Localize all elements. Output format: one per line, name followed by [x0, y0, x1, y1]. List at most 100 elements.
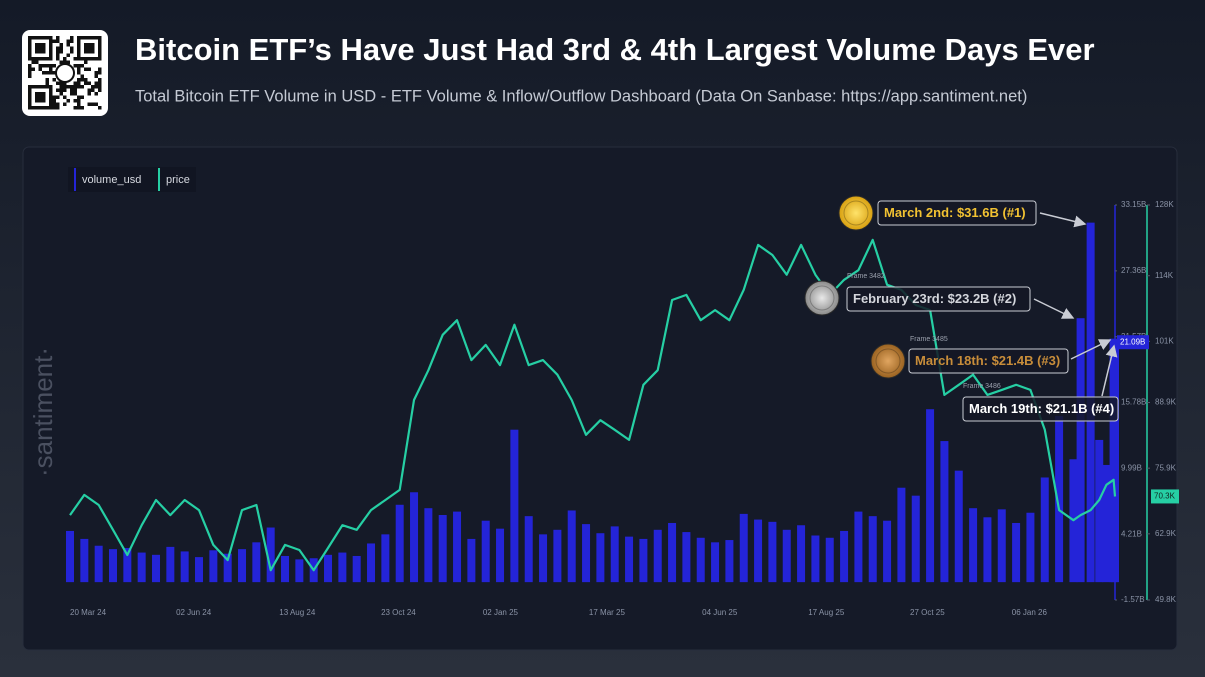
- qr-cell: [91, 85, 95, 89]
- qr-cell: [28, 64, 32, 68]
- bar: [840, 530, 849, 583]
- qr-cell: [80, 78, 84, 82]
- bar: [639, 538, 648, 583]
- bar: [754, 519, 763, 583]
- qr-cell: [31, 67, 35, 71]
- bar: [152, 554, 161, 583]
- bar: [926, 409, 935, 583]
- y2-tick-label: 114K: [1155, 271, 1174, 280]
- qr-cell: [66, 60, 70, 64]
- medal: [870, 343, 906, 379]
- qr-cell: [73, 88, 77, 92]
- x-tick-label: 20 Mar 24: [70, 608, 107, 617]
- qr-cell: [84, 81, 88, 85]
- bar: [582, 524, 591, 583]
- bar: [1095, 439, 1104, 583]
- qr-cell: [49, 67, 53, 71]
- annotation-box: [908, 348, 1069, 374]
- bar: [1055, 416, 1064, 583]
- qr-cell: [98, 81, 102, 85]
- qr-cell: [91, 88, 95, 92]
- qr-cell: [59, 46, 63, 50]
- qr-cell: [66, 39, 70, 43]
- qr-cell: [80, 64, 84, 68]
- last-value-label: 21.09B: [1120, 337, 1145, 346]
- qr-cell: [56, 46, 60, 50]
- qr-cell: [94, 85, 98, 89]
- qr-finder: [35, 43, 46, 54]
- bar: [811, 535, 820, 583]
- qr-cell: [84, 67, 88, 71]
- qr-cell: [63, 95, 67, 99]
- bar: [711, 542, 720, 583]
- qr-cell: [66, 85, 70, 89]
- medal-rim: [843, 200, 869, 226]
- qr-cell: [77, 85, 81, 89]
- qr-cell: [77, 102, 81, 106]
- qr-cell: [87, 92, 91, 96]
- qr-cell: [56, 106, 60, 110]
- qr-cell: [52, 78, 56, 82]
- qr-cell: [56, 53, 60, 57]
- medal: [838, 195, 874, 231]
- last-value-tag: [1117, 335, 1149, 350]
- bar: [266, 527, 275, 583]
- qr-cell: [87, 67, 91, 71]
- bar: [997, 509, 1006, 583]
- qr-finder: [84, 43, 95, 54]
- qr-cell: [63, 57, 67, 61]
- qr-cell: [98, 106, 102, 110]
- annotation-text: March 19th: $21.1B (#4): [969, 401, 1114, 416]
- qr-cell: [56, 57, 60, 61]
- qr-cell: [70, 50, 74, 54]
- bar: [539, 534, 548, 583]
- bar: [897, 487, 906, 583]
- qr-cell: [84, 60, 88, 64]
- qr-cell: [59, 92, 63, 96]
- bar: [553, 529, 562, 583]
- qr-cell: [28, 67, 32, 71]
- qr-cell: [52, 99, 56, 103]
- qr-cell: [45, 71, 49, 75]
- bar: [854, 511, 863, 583]
- bar: [983, 517, 992, 583]
- medal-rim: [809, 285, 835, 311]
- bar: [453, 511, 462, 583]
- qr-cell: [38, 67, 42, 71]
- qr-cell: [63, 88, 67, 92]
- qr-cell: [94, 74, 98, 78]
- y2-tick-label: 101K: [1155, 336, 1174, 345]
- bar: [668, 522, 677, 583]
- qr-cell: [80, 85, 84, 89]
- qr-cell: [77, 78, 81, 82]
- bar: [768, 521, 777, 583]
- bar: [109, 549, 118, 583]
- qr-cell: [59, 81, 63, 85]
- qr-cell: [66, 43, 70, 47]
- bar: [610, 526, 619, 583]
- qr-cell: [52, 39, 56, 43]
- legend: [68, 167, 196, 192]
- bar: [166, 546, 175, 583]
- bar: [653, 529, 662, 583]
- qr-cell: [63, 60, 67, 64]
- bar: [238, 549, 247, 583]
- qr-cell: [52, 71, 56, 75]
- bar: [782, 529, 791, 583]
- bar: [80, 538, 89, 583]
- bar: [123, 548, 132, 583]
- qr-cell: [91, 102, 95, 106]
- qr-cell: [94, 102, 98, 106]
- y-tick-label: 27.36B: [1121, 266, 1146, 275]
- bar: [352, 555, 361, 583]
- legend-swatch: [74, 168, 76, 191]
- qr-cell: [73, 85, 77, 89]
- bar: [1012, 522, 1021, 583]
- medal-rim: [875, 348, 901, 374]
- x-tick-label: 02 Jan 25: [483, 608, 519, 617]
- qr-cell: [70, 39, 74, 43]
- y-tick-label: 9.99B: [1121, 464, 1142, 473]
- y2-tick-label: 62.9K: [1155, 529, 1177, 538]
- bar: [940, 441, 949, 583]
- bar: [496, 528, 505, 583]
